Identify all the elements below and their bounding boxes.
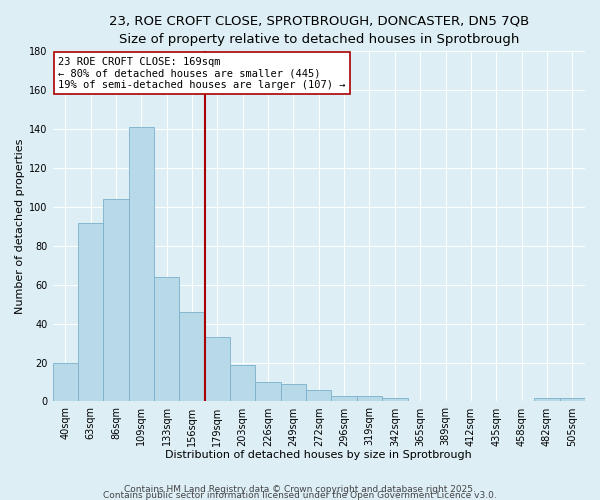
Y-axis label: Number of detached properties: Number of detached properties — [15, 138, 25, 314]
Bar — [78, 222, 103, 402]
Text: 23 ROE CROFT CLOSE: 169sqm
← 80% of detached houses are smaller (445)
19% of sem: 23 ROE CROFT CLOSE: 169sqm ← 80% of deta… — [58, 56, 346, 90]
Text: Contains HM Land Registry data © Crown copyright and database right 2025.: Contains HM Land Registry data © Crown c… — [124, 484, 476, 494]
Bar — [53, 362, 78, 402]
Bar — [154, 277, 179, 402]
Bar — [128, 127, 154, 402]
Bar — [179, 312, 205, 402]
Bar — [281, 384, 306, 402]
Bar — [230, 364, 256, 402]
Bar — [534, 398, 560, 402]
X-axis label: Distribution of detached houses by size in Sprotbrough: Distribution of detached houses by size … — [166, 450, 472, 460]
Bar — [306, 390, 331, 402]
Title: 23, ROE CROFT CLOSE, SPROTBROUGH, DONCASTER, DN5 7QB
Size of property relative t: 23, ROE CROFT CLOSE, SPROTBROUGH, DONCAS… — [109, 15, 529, 46]
Text: Contains public sector information licensed under the Open Government Licence v3: Contains public sector information licen… — [103, 490, 497, 500]
Bar — [256, 382, 281, 402]
Bar — [331, 396, 357, 402]
Bar — [103, 199, 128, 402]
Bar — [382, 398, 407, 402]
Bar — [205, 338, 230, 402]
Bar — [357, 396, 382, 402]
Bar — [560, 398, 585, 402]
